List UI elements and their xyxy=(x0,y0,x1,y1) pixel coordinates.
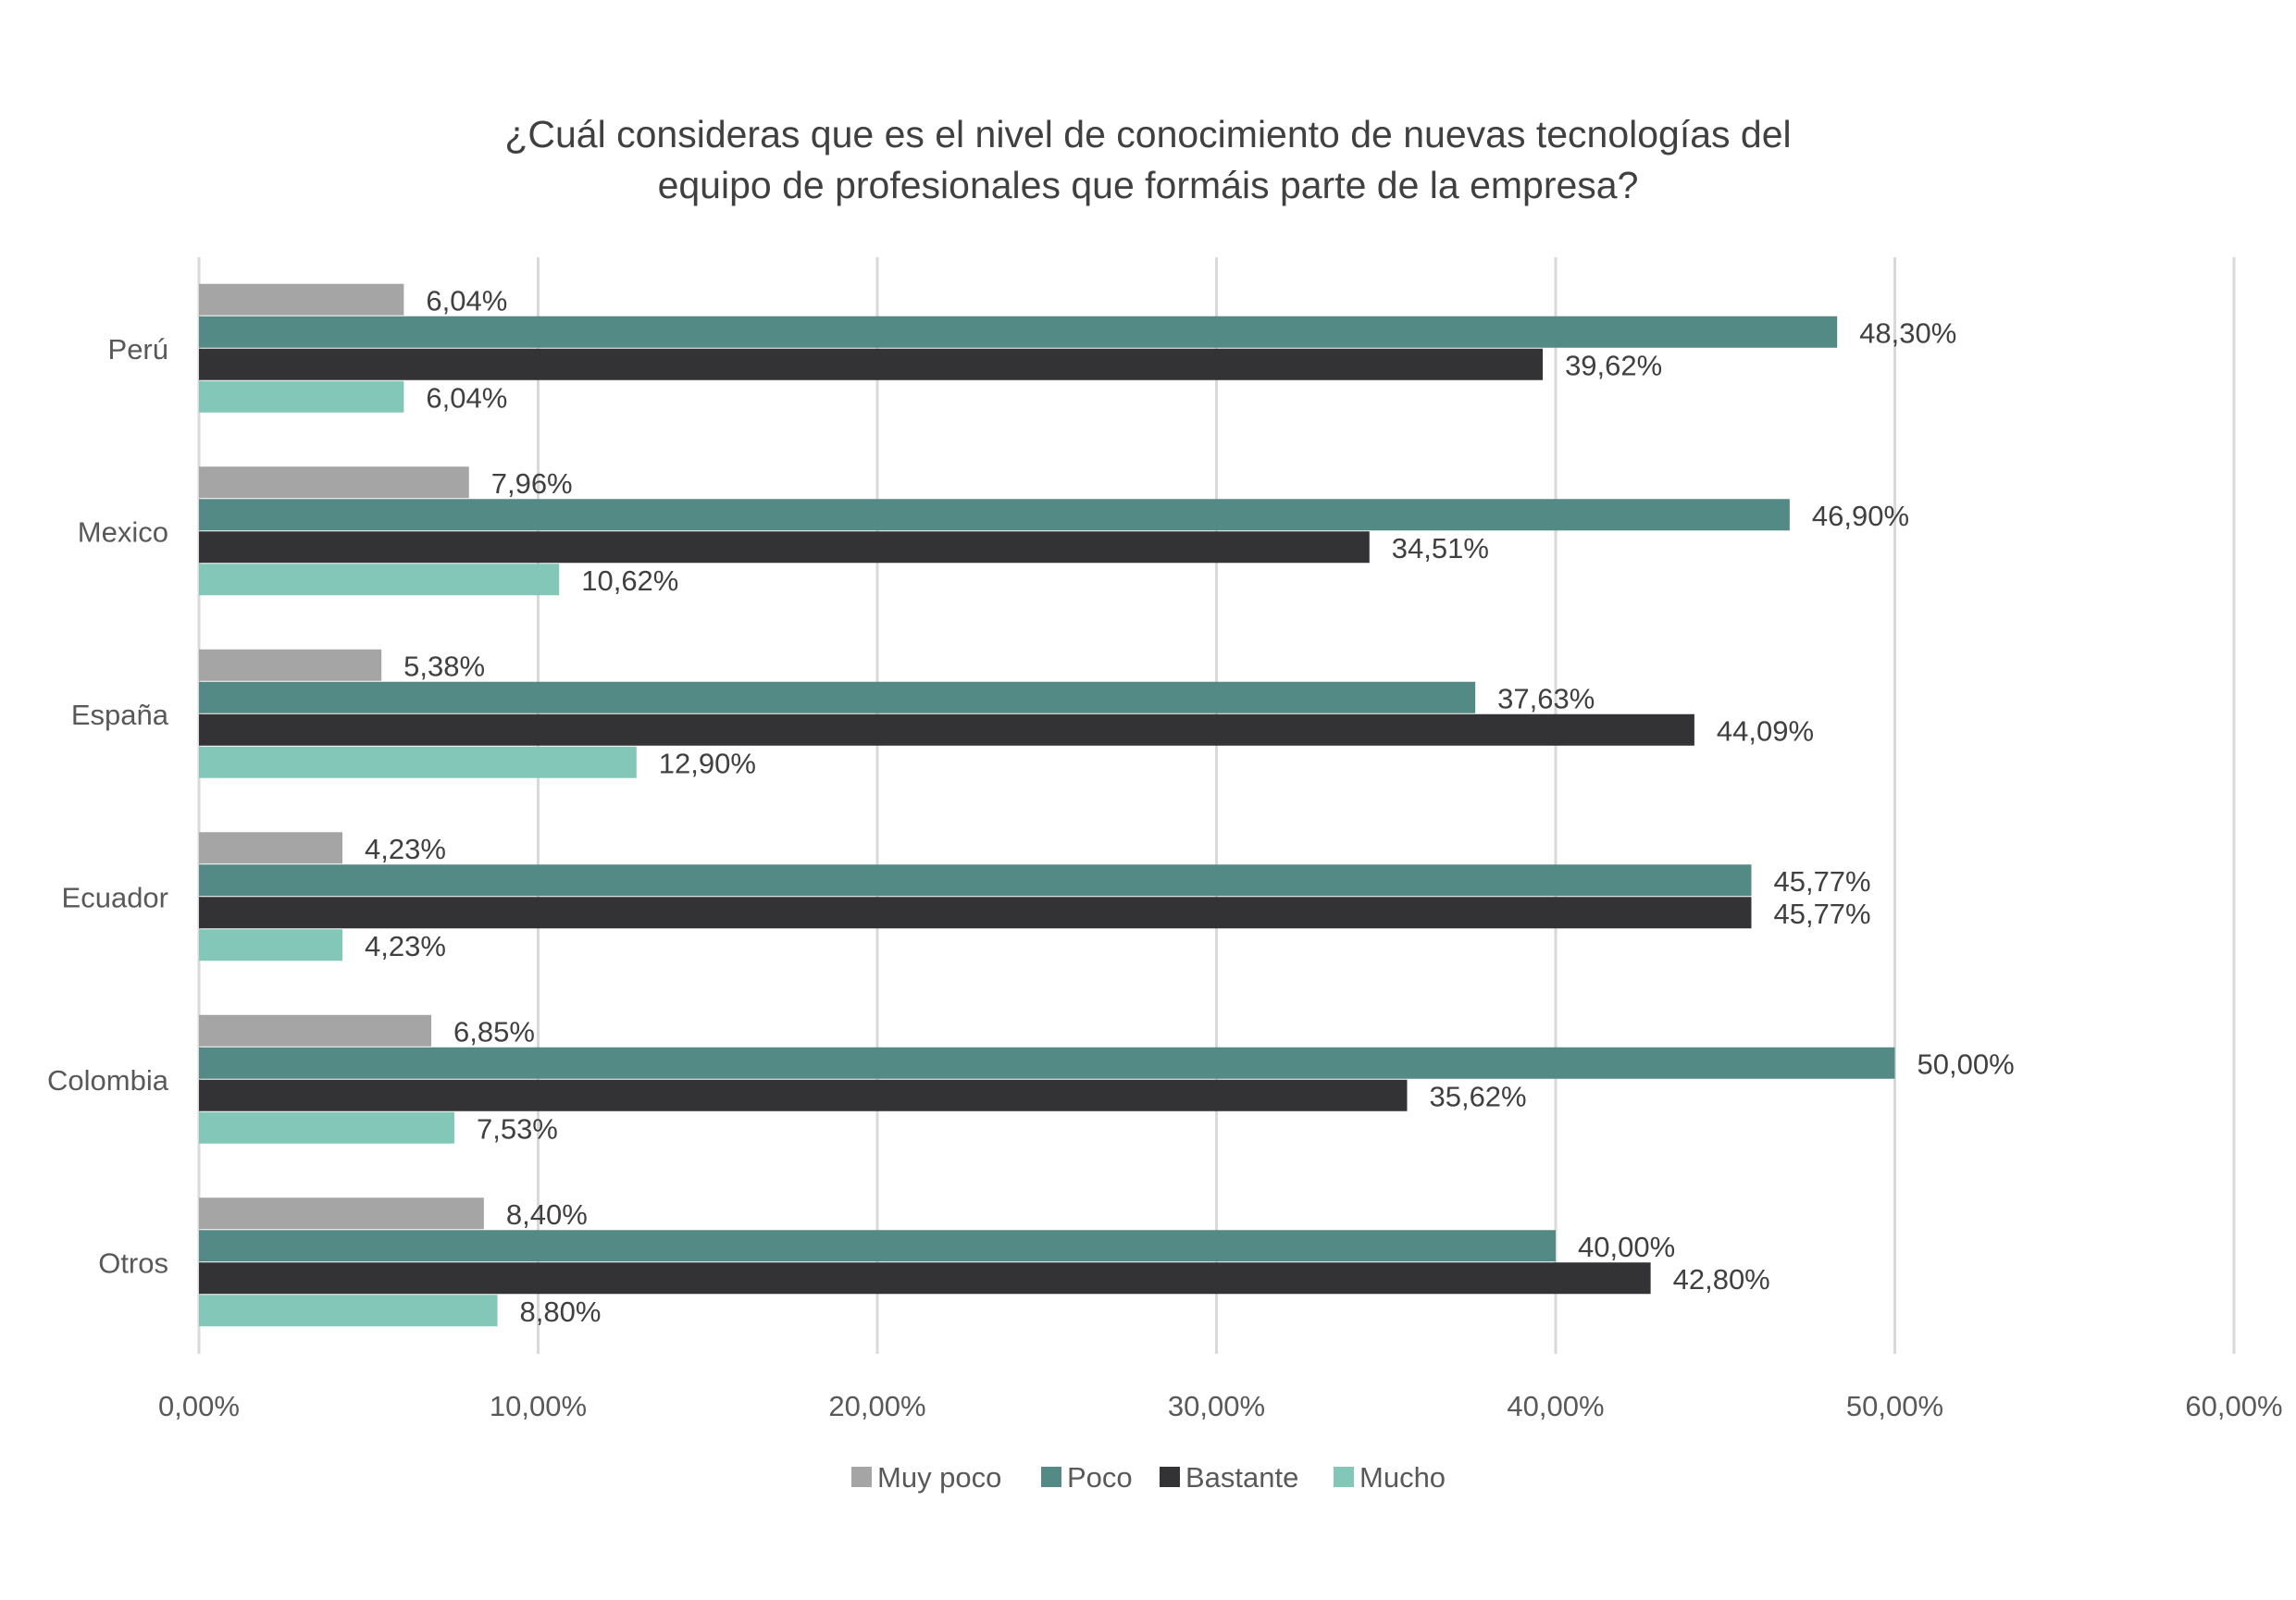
bar-bastante xyxy=(199,897,1752,929)
legend-swatch xyxy=(851,1467,872,1487)
legend-label: Mucho xyxy=(1359,1461,1446,1494)
bar-bastante xyxy=(199,713,1694,746)
data-label: 6,04% xyxy=(426,381,507,414)
chart-title-line-2: equipo de profesionales que formáis part… xyxy=(657,164,1639,206)
x-tick-label: 20,00% xyxy=(828,1390,925,1422)
category-label: Perú xyxy=(108,333,168,366)
data-label: 10,62% xyxy=(581,564,678,597)
data-label: 46,90% xyxy=(1812,500,1909,532)
bar-muy-poco xyxy=(199,466,469,499)
bar-poco xyxy=(199,1047,1895,1079)
data-label: 45,77% xyxy=(1773,898,1870,930)
data-label: 5,38% xyxy=(403,650,485,682)
x-tick-label: 60,00% xyxy=(2185,1390,2282,1422)
bar-muy-poco xyxy=(199,283,404,316)
bar-muy-poco xyxy=(199,832,343,864)
data-label: 37,63% xyxy=(1497,682,1595,714)
x-tick-label: 40,00% xyxy=(1507,1390,1604,1422)
legend-swatch xyxy=(1334,1467,1354,1487)
data-label: 8,40% xyxy=(506,1198,588,1231)
data-label: 44,09% xyxy=(1717,714,1814,747)
data-label: 40,00% xyxy=(1578,1231,1675,1263)
data-label: 6,85% xyxy=(453,1015,535,1048)
x-tick-label: 30,00% xyxy=(1168,1390,1265,1422)
data-label: 7,53% xyxy=(477,1112,558,1145)
x-tick-label: 10,00% xyxy=(490,1390,587,1422)
bar-poco xyxy=(199,316,1838,348)
category-label: Ecuador xyxy=(62,881,168,913)
bar-bastante xyxy=(199,1079,1408,1111)
legend-label: Bastante xyxy=(1185,1461,1298,1494)
legend-swatch xyxy=(1160,1467,1180,1487)
x-tick-label: 0,00% xyxy=(158,1390,240,1422)
chart-title: ¿Cuál consideras que es el nivel de cono… xyxy=(0,109,2296,211)
bar-mucho xyxy=(199,564,560,596)
category-label: Colombia xyxy=(47,1064,169,1097)
data-label: 4,23% xyxy=(365,930,446,962)
category-label: Otros xyxy=(98,1247,168,1279)
bar-mucho xyxy=(199,380,404,413)
bar-poco xyxy=(199,864,1752,897)
bar-bastante xyxy=(199,1262,1651,1295)
data-label: 50,00% xyxy=(1917,1048,2015,1080)
data-label: 48,30% xyxy=(1859,316,1956,349)
bar-poco xyxy=(199,499,1790,531)
chart-title-line-1: ¿Cuál consideras que es el nivel de cono… xyxy=(504,113,1792,155)
data-label: 7,96% xyxy=(491,467,573,500)
bar-muy-poco xyxy=(199,649,382,681)
legend-swatch xyxy=(1041,1467,1061,1487)
bar-poco xyxy=(199,1230,1556,1262)
data-label: 45,77% xyxy=(1773,865,1870,898)
bar-muy-poco xyxy=(199,1014,432,1047)
bar-mucho xyxy=(199,929,343,961)
legend-label: Muy poco xyxy=(877,1461,1001,1494)
category-label: España xyxy=(71,699,169,731)
bar-bastante xyxy=(199,348,1544,380)
x-tick-label: 50,00% xyxy=(1846,1390,1943,1422)
bar-muy-poco xyxy=(199,1197,484,1230)
data-label: 4,23% xyxy=(365,833,446,865)
bar-poco xyxy=(199,681,1476,713)
data-label: 34,51% xyxy=(1392,532,1489,564)
legend-label: Poco xyxy=(1067,1461,1133,1494)
data-label: 12,90% xyxy=(659,747,756,779)
data-label: 35,62% xyxy=(1429,1080,1526,1112)
bar-mucho xyxy=(199,746,637,778)
bar-bastante xyxy=(199,531,1370,564)
data-label: 8,80% xyxy=(520,1296,602,1328)
bar-mucho xyxy=(199,1295,498,1327)
bar-mucho xyxy=(199,1111,454,1144)
data-label: 42,80% xyxy=(1673,1263,1770,1296)
category-label: Mexico xyxy=(78,515,168,548)
data-label: 6,04% xyxy=(426,284,507,316)
data-label: 39,62% xyxy=(1565,349,1662,381)
